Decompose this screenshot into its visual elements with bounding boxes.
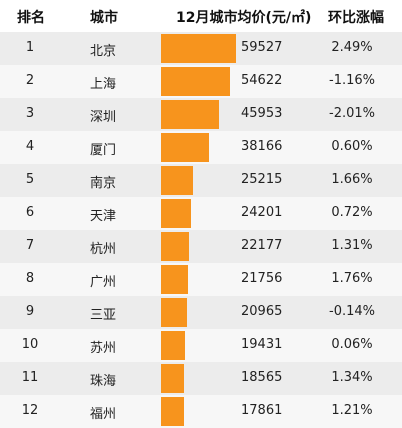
rank-cell: 9 <box>25 304 35 319</box>
city-cell: 苏州 <box>90 341 117 356</box>
price-value: 18565 <box>241 370 283 385</box>
price-bar <box>161 397 184 426</box>
city-cell: 天津 <box>90 209 117 224</box>
price-bar <box>161 364 184 393</box>
price-bar <box>161 232 189 261</box>
table-row: 2 上海 54622 -1.16% <box>0 65 402 98</box>
header-price: 12月城市均价(元/㎡) <box>176 10 312 26</box>
city-cell: 厦门 <box>90 143 117 158</box>
price-value: 17861 <box>241 403 283 418</box>
price-value: 21756 <box>241 271 283 286</box>
table-row: 5 南京 25215 1.66% <box>0 164 402 197</box>
price-value: 45953 <box>241 106 283 121</box>
header-rank: 排名 <box>17 10 45 26</box>
change-cell: 1.21% <box>331 403 373 418</box>
header-change: 环比涨幅 <box>328 10 384 26</box>
rank-cell: 8 <box>25 271 35 286</box>
table-row: 1 北京 59527 2.49% <box>0 32 402 65</box>
price-value: 38166 <box>241 139 283 154</box>
table-header: 排名 城市 12月城市均价(元/㎡) 环比涨幅 <box>0 0 402 32</box>
table-row: 6 天津 24201 0.72% <box>0 197 402 230</box>
change-cell: -2.01% <box>329 106 375 121</box>
price-bar <box>161 67 230 96</box>
price-value: 19431 <box>241 337 283 352</box>
table-row: 3 深圳 45953 -2.01% <box>0 98 402 131</box>
city-cell: 杭州 <box>90 242 117 257</box>
city-cell: 福州 <box>90 407 117 422</box>
city-cell: 广州 <box>90 275 117 290</box>
price-bar <box>161 199 191 228</box>
change-cell: 1.31% <box>331 238 373 253</box>
table-row: 12 福州 17861 1.21% <box>0 395 402 428</box>
change-cell: -1.16% <box>329 73 375 88</box>
change-cell: 1.66% <box>331 172 373 187</box>
change-cell: 0.06% <box>331 337 373 352</box>
price-value: 20965 <box>241 304 283 319</box>
header-city: 城市 <box>90 10 118 26</box>
table-row: 4 厦门 38166 0.60% <box>0 131 402 164</box>
rank-cell: 7 <box>25 238 35 253</box>
change-cell: 2.49% <box>331 40 373 55</box>
change-cell: 1.76% <box>331 271 373 286</box>
city-cell: 深圳 <box>90 110 117 125</box>
city-cell: 北京 <box>90 44 117 59</box>
change-cell: 0.60% <box>331 139 373 154</box>
city-cell: 上海 <box>90 77 117 92</box>
price-value: 54622 <box>241 73 283 88</box>
price-bar <box>161 166 193 195</box>
change-cell: 0.72% <box>331 205 373 220</box>
rank-cell: 3 <box>25 106 35 121</box>
change-cell: 1.34% <box>331 370 373 385</box>
price-bar <box>161 331 185 360</box>
table-row: 9 三亚 20965 -0.14% <box>0 296 402 329</box>
rank-cell: 5 <box>25 172 35 187</box>
price-value: 59527 <box>241 40 283 55</box>
price-value: 25215 <box>241 172 283 187</box>
rank-cell: 4 <box>25 139 35 154</box>
rank-cell: 12 <box>21 403 39 418</box>
table-row: 7 杭州 22177 1.31% <box>0 230 402 263</box>
table-row: 11 珠海 18565 1.34% <box>0 362 402 395</box>
price-bar <box>161 265 188 294</box>
price-bar <box>161 34 236 63</box>
table-row: 10 苏州 19431 0.06% <box>0 329 402 362</box>
city-cell: 三亚 <box>90 308 117 323</box>
city-cell: 珠海 <box>90 374 117 389</box>
rank-cell: 2 <box>25 73 35 88</box>
change-cell: -0.14% <box>329 304 375 319</box>
rank-cell: 1 <box>25 40 35 55</box>
price-value: 24201 <box>241 205 283 220</box>
city-cell: 南京 <box>90 176 117 191</box>
rank-cell: 11 <box>21 370 39 385</box>
rank-cell: 6 <box>25 205 35 220</box>
table-row: 8 广州 21756 1.76% <box>0 263 402 296</box>
price-bar <box>161 100 219 129</box>
price-bar <box>161 298 187 327</box>
price-bar <box>161 133 209 162</box>
price-value: 22177 <box>241 238 283 253</box>
rank-cell: 10 <box>21 337 39 352</box>
